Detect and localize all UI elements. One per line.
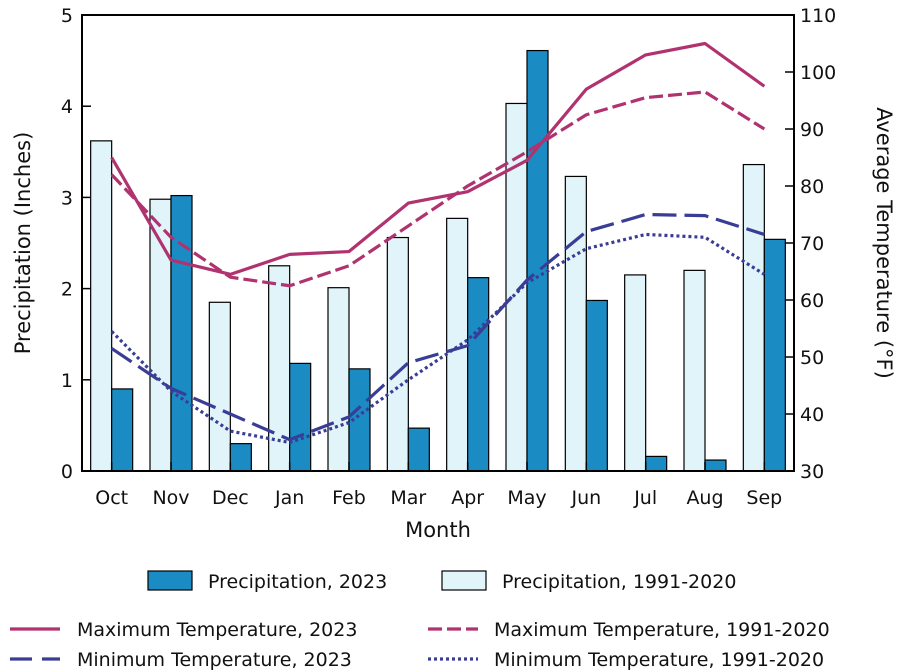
legend-label-precipitation-1991-2020: Precipitation, 1991-2020 xyxy=(502,571,736,593)
bar-precipitation-2023-sep xyxy=(763,238,786,472)
y-axis-right-title: Average Temperature (°F) xyxy=(872,107,896,379)
x-tick-label-oct: Oct xyxy=(95,487,128,509)
x-tick-label-jul: Jul xyxy=(633,487,657,509)
bar-precipitation-1991-2020-apr xyxy=(446,217,469,472)
legend-label-minimum-temperature-1991-2020: Minimum Temperature, 1991-2020 xyxy=(494,649,824,671)
lines-layer xyxy=(110,41,766,445)
bar-precipitation-2023-may xyxy=(526,49,549,472)
y-right-tick-label: 100 xyxy=(800,62,836,84)
bar-precipitation-2023-aug xyxy=(704,459,727,472)
bar-precipitation-2023-jun xyxy=(585,299,608,472)
y-right-tick-label: 30 xyxy=(800,461,824,483)
y-left-tick-label: 1 xyxy=(61,370,73,392)
y-left-tick-label: 4 xyxy=(61,96,73,118)
legend: Precipitation, 2023 Precipitation, 1991-2… xyxy=(10,570,830,671)
ticks-layer: 0 1 2 3 4 5 30 40 50 60 70 80 90 100 110 Oct Nov Dec Jan Fe… xyxy=(61,5,836,509)
legend-label-precipitation-2023: Precipitation, 2023 xyxy=(208,571,387,593)
x-tick-label-jan: Jan xyxy=(274,487,304,509)
y-left-tick-label: 3 xyxy=(61,187,73,209)
y-right-tick-label: 40 xyxy=(800,404,824,426)
legend-label-maximum-temperature-2023: Maximum Temperature, 2023 xyxy=(77,619,357,641)
x-tick-label-nov: Nov xyxy=(152,487,189,509)
line-maximum-temperature-1991-2020 xyxy=(110,90,766,288)
x-tick-label-aug: Aug xyxy=(686,487,723,509)
line-minimum-temperature-2023 xyxy=(110,212,765,442)
line-maximum-temperature-2023 xyxy=(110,41,766,276)
x-tick-label-dec: Dec xyxy=(212,487,249,509)
bar-precipitation-1991-2020-feb xyxy=(327,287,350,472)
bar-precipitation-1991-2020-jul xyxy=(624,274,647,472)
legend-label-minimum-temperature-2023: Minimum Temperature, 2023 xyxy=(77,649,352,671)
bar-precipitation-1991-2020-sep xyxy=(742,163,765,472)
x-tick-label-apr: Apr xyxy=(451,487,484,509)
bar-precipitation-2023-nov xyxy=(170,194,193,472)
bar-precipitation-2023-mar xyxy=(407,427,430,472)
bar-precipitation-2023-oct xyxy=(111,388,134,472)
bar-precipitation-1991-2020-jun xyxy=(564,175,587,472)
y-right-tick-label: 80 xyxy=(800,176,824,198)
y-left-tick-label: 0 xyxy=(61,461,73,483)
bar-precipitation-2023-dec xyxy=(229,443,252,472)
y-right-tick-label: 70 xyxy=(800,233,824,255)
y-left-tick-label: 5 xyxy=(61,5,73,27)
bars-layer xyxy=(90,49,786,472)
bar-precipitation-1991-2020-dec xyxy=(208,301,231,472)
y-right-tick-label: 110 xyxy=(800,5,836,27)
y-axis-left-title: Precipitation (Inches) xyxy=(11,132,35,355)
legend-label-maximum-temperature-1991-2020: Maximum Temperature, 1991-2020 xyxy=(494,619,830,641)
bar-precipitation-2023-jan xyxy=(289,362,312,472)
bar-precipitation-2023-apr xyxy=(467,277,490,472)
x-tick-label-sep: Sep xyxy=(746,487,782,509)
x-tick-label-may: May xyxy=(507,487,546,509)
bar-precipitation-2023-jul xyxy=(645,455,668,472)
y-right-tick-label: 60 xyxy=(800,290,824,312)
bar-precipitation-1991-2020-aug xyxy=(683,269,706,472)
bar-precipitation-1991-2020-oct xyxy=(90,140,113,472)
bar-precipitation-1991-2020-mar xyxy=(386,236,409,472)
y-right-tick-label: 50 xyxy=(800,347,824,369)
x-axis-title: Month xyxy=(405,518,471,542)
legend-swatch-precipitation-1991-2020 xyxy=(441,570,487,591)
x-tick-label-jun: Jun xyxy=(570,487,601,509)
y-right-tick-label: 90 xyxy=(800,119,824,141)
legend-swatch-precipitation-2023 xyxy=(147,570,193,591)
x-tick-label-mar: Mar xyxy=(390,487,426,509)
x-tick-label-feb: Feb xyxy=(332,487,366,509)
y-left-tick-label: 2 xyxy=(61,279,73,301)
